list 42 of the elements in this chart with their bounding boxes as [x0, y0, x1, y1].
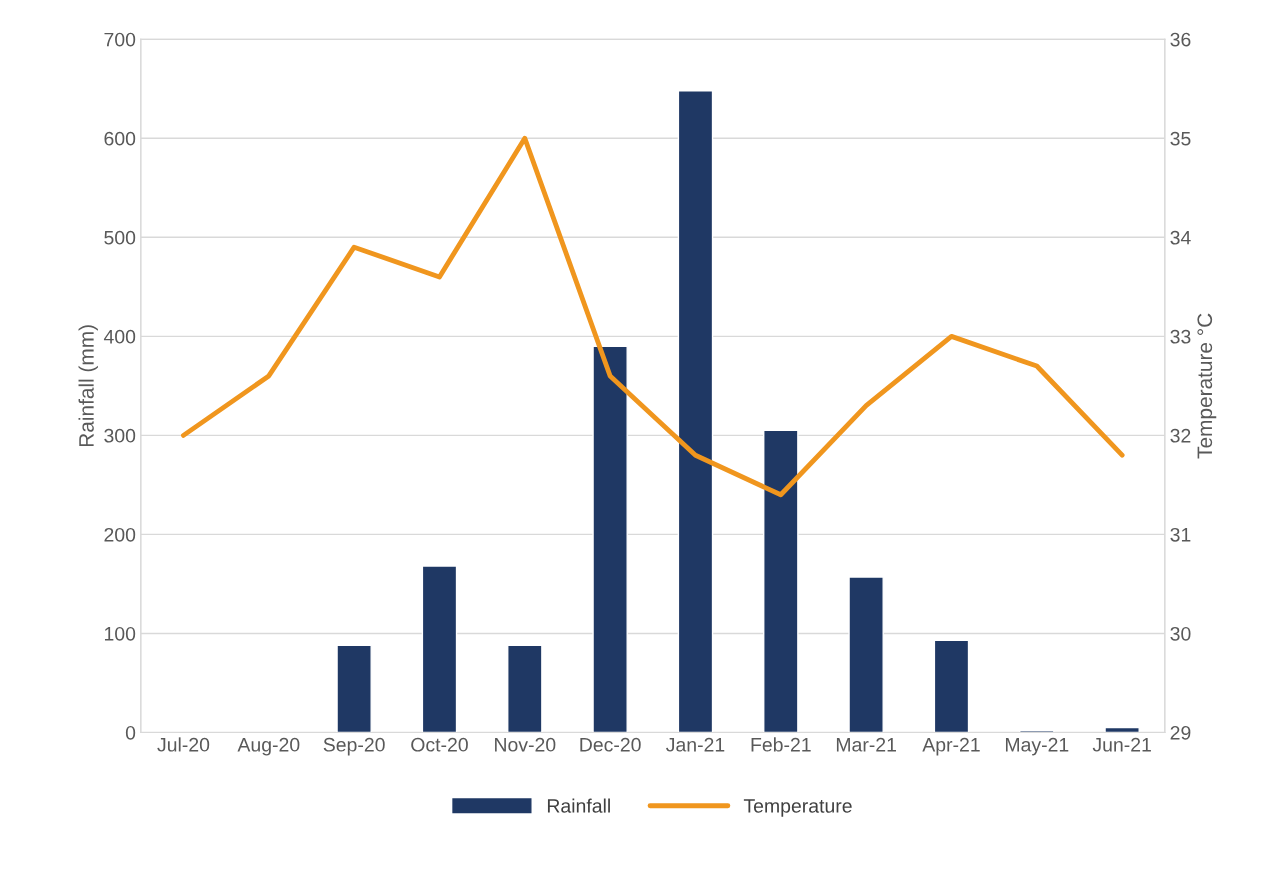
bar — [933, 639, 970, 733]
bar — [507, 644, 543, 733]
x-tick-label: Nov-20 — [495, 737, 556, 752]
x-tick-label: Jul-20 — [157, 737, 210, 752]
line-series — [181, 135, 1125, 498]
y2-tick-label: 35 — [1170, 131, 1191, 146]
bar — [763, 429, 799, 733]
x-tick-label: Oct-20 — [411, 737, 468, 752]
y-tick-label: 600 — [104, 131, 136, 146]
x-tick-label: Sep-20 — [323, 737, 385, 756]
x-tick-label: Jun-21 — [1092, 737, 1151, 752]
y-axis-title: Rainfall (mm) — [78, 325, 98, 447]
y-tick-label: 400 — [103, 329, 136, 344]
bar — [848, 576, 884, 733]
legend-label: Rainfall — [547, 798, 610, 813]
x-tick-label: Feb-21 — [751, 737, 811, 752]
x-tick-label: Aug-20 — [237, 737, 300, 756]
bar — [421, 565, 458, 733]
y-tick-label: 500 — [104, 230, 136, 245]
y2-axis-title: Temperature °C — [1197, 313, 1217, 459]
y-tick-label: 300 — [104, 428, 136, 443]
x-tick-label: May-21 — [1005, 737, 1069, 756]
x-tick-label: Mar-21 — [836, 737, 896, 752]
y2-tick-label: 30 — [1170, 626, 1191, 641]
y-tick-label: 700 — [104, 32, 136, 47]
x-tick-label: Apr-21 — [922, 737, 980, 756]
y2-tick-label: 29 — [1170, 725, 1191, 740]
y2-tick-label: 34 — [1170, 230, 1191, 245]
bar — [677, 90, 714, 733]
bar — [336, 644, 372, 733]
x-tick-label: Jan-21 — [666, 737, 725, 752]
y2-tick-label: 31 — [1170, 527, 1191, 542]
legend-label: Temperature — [743, 799, 852, 817]
y-tick-label: 200 — [104, 527, 136, 542]
y2-tick-label: 33 — [1170, 329, 1191, 344]
y2-tick-label: 36 — [1170, 32, 1191, 47]
y2-tick-label: 32 — [1170, 428, 1191, 443]
y-tick-label: 0 — [125, 725, 136, 740]
bar — [592, 345, 628, 733]
y-tick-label: 100 — [104, 626, 136, 641]
bar — [1104, 726, 1140, 733]
x-tick-label: Dec-20 — [580, 737, 641, 752]
